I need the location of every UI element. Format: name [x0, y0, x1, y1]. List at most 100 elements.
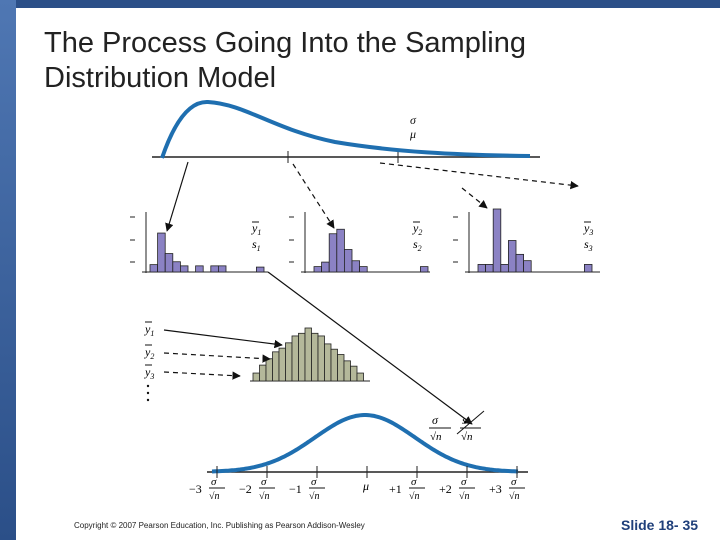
slide-title: The Process Going Into the Sampling Dist…: [44, 26, 664, 96]
sample-mean-bar: [330, 348, 338, 382]
sample-mean-bar: [317, 335, 325, 382]
sample-mean-bar: [337, 354, 345, 382]
sample-mean-bar: [311, 332, 319, 382]
slide-number: Slide 18- 35: [621, 517, 699, 533]
normal-curve: [211, 413, 519, 474]
sample-bar: [157, 232, 166, 273]
sample-bar: [351, 260, 360, 273]
tick-root-n: √n: [259, 491, 270, 502]
arrow-ybar-1: [163, 329, 283, 349]
tick-sign: −1: [289, 482, 302, 496]
tick-sigma: σ: [261, 476, 267, 488]
sample-bar: [195, 265, 204, 273]
sampling-arrows: [165, 161, 579, 232]
population-curve: [160, 100, 531, 159]
population-sigma-label: σ: [410, 113, 417, 127]
ellipsis-dot: [146, 391, 150, 395]
sample-bar: [492, 208, 502, 273]
sample-mean-bar: [265, 358, 273, 382]
arrow-to-sample-3-right: [379, 162, 579, 190]
tick-sigma: σ: [461, 476, 467, 488]
sample-mean-bar: [252, 372, 260, 382]
tick-root-n: √n: [459, 491, 470, 502]
arrow-ybar-3: [163, 371, 241, 380]
sample-mean-bar: [291, 335, 299, 382]
sample-bar: [477, 264, 486, 273]
sample-bar: [313, 266, 322, 273]
ybar-1-label: y1: [144, 322, 154, 338]
sample-bar: [343, 249, 353, 273]
ybar-3-label: y3: [144, 365, 154, 381]
sidebar-stripe: [0, 0, 16, 540]
ellipsis-dot: [146, 398, 150, 402]
sd-label-sigma-root-n: √n: [430, 431, 442, 443]
sample-bar: [584, 264, 593, 273]
copyright-notice: Copyright © 2007 Pearson Education, Inc.…: [74, 521, 365, 530]
sample-3-mean-label: y3: [583, 221, 593, 237]
top-border: [16, 0, 720, 8]
sd-label-slash: [456, 410, 485, 435]
sample-1-sd-label: s1: [252, 237, 261, 253]
sample-bar: [328, 233, 338, 273]
sample-bar: [210, 265, 219, 273]
sample-bar: [515, 253, 524, 273]
tick-root-n: √n: [309, 491, 320, 502]
sample-bar: [164, 253, 174, 273]
sample-bar: [149, 264, 158, 273]
tick-sigma: σ: [311, 476, 317, 488]
tick-sigma: σ: [211, 476, 217, 488]
sample-bar: [172, 261, 181, 273]
sample-bar: [217, 265, 227, 273]
sample-mean-bar: [324, 343, 332, 382]
sample-mean-bar: [298, 332, 306, 382]
ellipsis-dot: [146, 384, 150, 388]
population-mu-label: μ: [409, 127, 416, 141]
sd-label-s-symbol: s: [462, 413, 467, 427]
sample-mean-bar: [350, 365, 358, 382]
sample-bar: [321, 261, 330, 273]
arrow-to-sample-1: [165, 161, 189, 232]
sample-mean-bar: [304, 327, 312, 382]
sample-bar: [255, 266, 265, 273]
tick-sign: +1: [389, 482, 402, 496]
tick-sigma: σ: [411, 476, 417, 488]
tick-sign: −3: [189, 482, 202, 496]
sample-2-mean-label: y2: [412, 221, 422, 237]
sd-label-s: s √n: [460, 413, 481, 443]
sample-histogram-3: y3 s3: [453, 208, 600, 273]
slide-title-line-1: The Process Going Into the Sampling: [44, 27, 526, 59]
tick-root-n: √n: [209, 491, 220, 502]
arrow-samples-to-sampling-distribution: [267, 271, 473, 425]
slide-title-line-2: Distribution Model: [44, 62, 277, 94]
arrow-to-sample-2: [292, 163, 335, 229]
tick-sigma: σ: [511, 476, 517, 488]
sd-label-sigma-symbol: σ: [432, 413, 439, 427]
sample-3-sd-label: s3: [584, 237, 593, 253]
sample-bar: [419, 266, 429, 273]
sample-bar: [523, 260, 532, 273]
arrow-to-sample-3: [461, 187, 488, 209]
sample-histogram-1: y1 s1: [130, 212, 268, 273]
tick-root-n: √n: [509, 491, 520, 502]
sample-mean-bar: [343, 360, 351, 382]
tick-sign: +2: [439, 482, 452, 496]
sample-2-sd-label: s2: [413, 237, 422, 253]
sample-mean-bar: [272, 351, 280, 382]
sd-label-s-root-n: √n: [461, 431, 473, 443]
tick-sign: +3: [489, 482, 502, 496]
sample-bar: [336, 228, 345, 273]
sample-mean-labels: y1 y2 y3: [144, 321, 283, 402]
sample-mean-bar: [356, 372, 364, 382]
sample-bar: [179, 265, 189, 273]
ybar-2-label: y2: [144, 345, 154, 361]
sample-1-mean-label: y1: [251, 221, 261, 237]
sample-mean-bar: [278, 347, 286, 382]
sample-bar: [500, 264, 509, 273]
sampling-mu-label: μ: [362, 479, 369, 493]
tick-root-n: √n: [409, 491, 420, 502]
sample-bar: [507, 240, 517, 273]
tick-sign: −2: [239, 482, 252, 496]
sample-bar: [359, 266, 368, 273]
arrow-ybar-2: [163, 352, 271, 363]
